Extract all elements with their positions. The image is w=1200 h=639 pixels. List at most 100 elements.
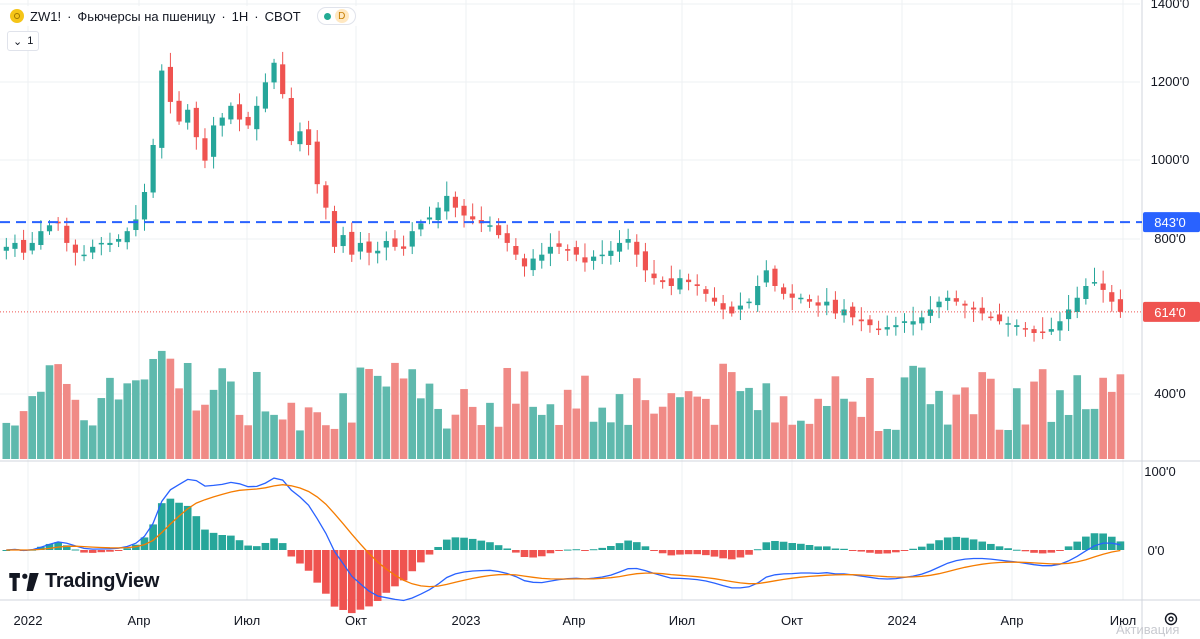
separator: ·: [221, 8, 226, 24]
macd-histogram-bar: [201, 529, 209, 550]
macd-pane: [2, 477, 1125, 614]
market-status-badge[interactable]: D: [316, 7, 356, 25]
macd-histogram-bar: [537, 550, 546, 557]
volume-bar: [555, 424, 563, 459]
candle-body: [323, 185, 329, 208]
macd-histogram-bar: [1056, 550, 1064, 551]
volume-bar: [166, 358, 175, 459]
candle-body: [12, 242, 18, 249]
macd-histogram-bar: [546, 550, 555, 554]
candle-body: [1014, 325, 1020, 327]
macd-histogram-bar: [434, 546, 442, 550]
macd-histogram-bar: [814, 546, 822, 550]
candle-body: [392, 238, 398, 247]
volume-bar: [710, 424, 719, 459]
tradingview-logo[interactable]: TradingView: [9, 570, 159, 593]
volume-bar: [201, 404, 209, 459]
volume-bar: [62, 383, 71, 459]
volume-bar: [356, 367, 365, 459]
candle-body: [1005, 323, 1011, 325]
candle-body: [815, 302, 821, 306]
macd-histogram-bar: [926, 543, 935, 550]
volume-bar: [736, 391, 745, 459]
macd-histogram-bar: [1116, 541, 1125, 550]
gear-icon[interactable]: [1163, 611, 1179, 627]
volume-bar: [1099, 377, 1107, 459]
candle-body: [116, 239, 122, 242]
volume-bar: [192, 410, 201, 459]
candle-body: [711, 297, 718, 302]
candle-body: [444, 195, 450, 212]
volume-bar: [183, 362, 192, 459]
time-tick-label: Июл: [1110, 613, 1136, 628]
price-tick-label: 400'0: [1154, 386, 1185, 401]
volume-bar: [615, 394, 624, 459]
candle-body: [418, 223, 424, 230]
volume-bar: [503, 367, 512, 459]
macd-histogram-bar: [252, 546, 261, 550]
macd-histogram-bar: [330, 550, 339, 607]
candle-body: [729, 306, 735, 314]
volume-bar: [1116, 374, 1125, 459]
volume-bar: [822, 405, 831, 459]
macd-histogram-bar: [365, 550, 373, 607]
candle-body: [1117, 299, 1123, 312]
macd-histogram-bar: [425, 550, 434, 555]
candle-body: [133, 219, 139, 231]
volume-bar: [1030, 381, 1038, 459]
volume-bar: [313, 412, 322, 459]
candle-body: [21, 239, 27, 253]
macd-histogram-bar: [581, 550, 589, 551]
activation-watermark: Активация: [1116, 622, 1180, 637]
macd-histogram-bar: [235, 540, 244, 550]
candle-body: [893, 325, 899, 328]
candle-body: [504, 233, 510, 243]
candle-body: [720, 303, 726, 310]
candle-body: [236, 104, 243, 120]
volume-bar: [451, 414, 460, 459]
price-tick-label: 1400'0: [1151, 0, 1190, 11]
candle-body: [1040, 331, 1046, 333]
price-tick-label: 1000'0: [1151, 152, 1190, 167]
volume-bar: [1004, 430, 1012, 459]
interval-label[interactable]: 1Н: [231, 8, 249, 24]
volume-bar: [943, 424, 952, 459]
macd-histogram-bar: [702, 550, 710, 556]
candlesticks: [3, 51, 1123, 342]
macd-histogram-bar: [313, 550, 322, 583]
candle-body: [573, 247, 579, 255]
candle-body: [832, 299, 838, 314]
macd-histogram-bar: [969, 539, 978, 550]
macd-histogram-bar: [88, 550, 97, 553]
volume-bar: [935, 390, 943, 459]
macd-histogram-bar: [943, 537, 952, 550]
macd-histogram-bar: [123, 548, 132, 550]
macd-tick-label: 100'0: [1144, 464, 1175, 479]
volume-bar: [460, 389, 468, 459]
time-tick-label: Апр: [128, 613, 151, 628]
volume-bar: [952, 394, 961, 459]
candle-body: [660, 280, 666, 283]
candle-body: [349, 231, 355, 255]
volume-bar: [373, 375, 382, 459]
candle-body: [530, 258, 536, 271]
volume-bar: [252, 371, 261, 459]
macd-histogram-bar: [779, 541, 788, 550]
volume-bar: [123, 383, 132, 459]
volume-bar: [425, 383, 434, 459]
tradingview-logo-icon: [9, 572, 39, 591]
collapse-indicators-button[interactable]: ⌄ 1: [7, 31, 40, 51]
candle-body: [176, 100, 182, 122]
candle-body: [90, 246, 96, 253]
macd-histogram-bar: [788, 543, 797, 550]
macd-tick-label: 0'0: [1148, 543, 1165, 558]
symbol-ticker[interactable]: ZW1!: [30, 8, 62, 24]
macd-histogram-bar: [157, 503, 166, 550]
volume-bar: [745, 387, 753, 459]
candle-body: [1091, 282, 1098, 284]
volume-bar: [676, 397, 684, 459]
price-tick-label: 800'0: [1154, 231, 1185, 246]
volume-bar: [19, 411, 28, 459]
macd-histogram-bar: [339, 550, 347, 610]
